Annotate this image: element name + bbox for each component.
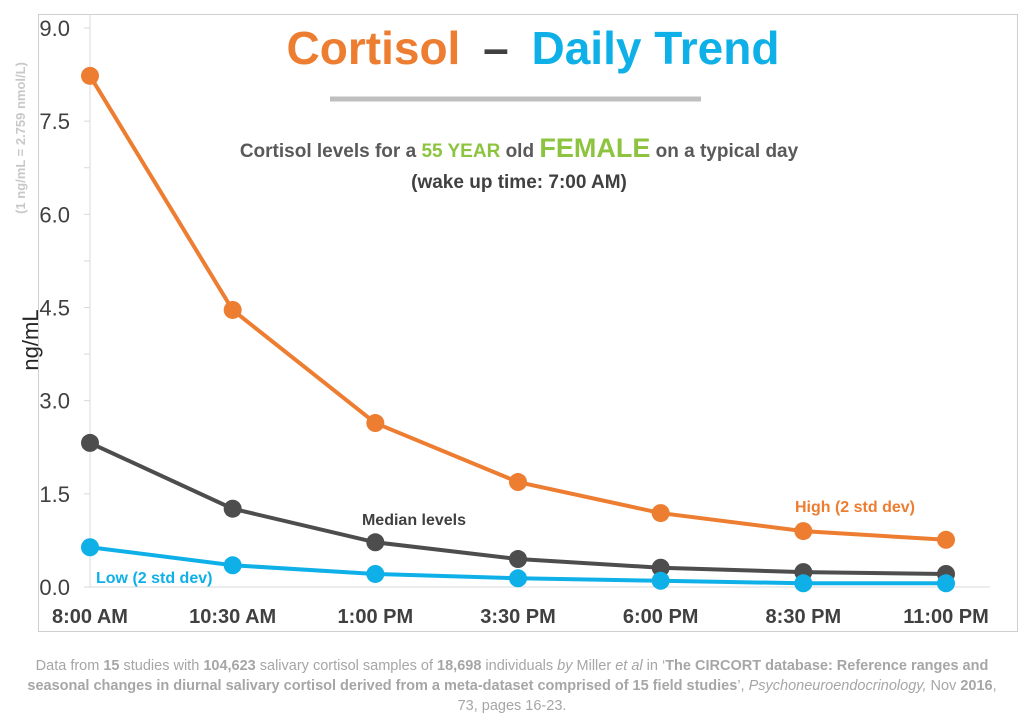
x-tick-label: 3:30 PM [480,606,556,628]
series-0 [81,66,955,549]
citation-segment: 2016 [960,678,993,694]
data-point [366,533,385,552]
y-axis-unit-note: (1 ng/mL = 2.759 nmol/L) [13,62,28,214]
y-axis-label: ng/mL [18,309,43,370]
subtitle-prefix: Cortisol levels for a [240,141,417,162]
data-point [223,300,242,319]
y-tick-label: 7.5 [39,109,70,134]
data-point [366,414,385,433]
data-point [651,558,670,577]
y-tick-label: 4.5 [39,296,70,321]
citation-segment: et al [615,658,643,674]
data-point [81,538,99,557]
data-point [223,499,242,518]
title-dash: – [483,22,509,74]
chart-title: Cortisol – Daily Trend [287,22,780,74]
x-tick-label: 8:00 AM [52,606,128,628]
citation-segment: by [557,658,573,674]
subtitle-sex: FEMALE [539,133,650,163]
citation-segment: in ‘ [642,658,666,674]
y-tick-label: 9.0 [39,16,70,41]
data-point [509,569,527,588]
subtitle-wake-time: (wake up time: 7:00 AM) [411,172,627,193]
source-citation: Data from 15 studies with 104,623 saliva… [20,656,1004,716]
label-high: High (2 std dev) [795,499,915,516]
citation-segment: Psychoneuroendocrinology, [748,678,927,694]
y-tick-label: 3.0 [39,389,70,414]
citation-segment: ’, [737,678,749,694]
citation-segment: individuals [481,658,558,674]
data-point [509,473,527,492]
data-point [366,564,385,583]
data-point [794,574,813,593]
x-tick-label: 10:30 AM [189,606,276,628]
data-point [937,530,955,549]
data-point [651,504,670,523]
citation-segment: 18,698 [437,658,482,674]
x-tick-label: 11:00 PM [903,606,989,628]
citation-segment: Miller [572,658,616,674]
subtitle-suffix: on a typical day [656,141,799,162]
citation-segment: salivary cortisol samples of [255,658,438,674]
x-tick-label: 8:30 PM [766,606,842,628]
citation-segment: Nov [926,678,961,694]
citation-segment: 15 [103,658,120,674]
citation-segment: The CIRCORT database: Reference ranges a… [27,658,989,694]
data-point [794,522,813,541]
data-point [223,556,242,575]
y-tick-label: 1.5 [39,482,70,507]
citation-segment: , 73, pages 16-23. [457,678,997,714]
data-point [81,433,99,452]
citation-segment: Data from [35,658,104,674]
label-low: Low (2 std dev) [96,570,212,587]
citation-segment: studies with [119,658,204,674]
y-tick-label: 6.0 [39,202,70,227]
subtitle-mid: old [506,141,535,162]
y-tick-label: 0.0 [39,575,70,600]
data-point [81,66,99,85]
chart-frame [38,14,1018,632]
subtitle-age: 55 YEAR [421,141,500,162]
chart-subtitle: Cortisol levels for a 55 YEAR old FEMALE… [240,133,799,163]
title-daily-trend: Daily Trend [531,22,779,74]
series-2 [81,538,955,593]
label-median: Median levels [362,512,466,529]
title-cortisol: Cortisol [287,22,461,74]
citation-segment: 104,623 [203,658,256,674]
data-point [937,574,955,593]
x-tick-label: 6:00 PM [623,606,699,628]
data-point [651,571,670,590]
data-point [509,550,527,569]
x-tick-label: 1:00 PM [338,606,414,628]
